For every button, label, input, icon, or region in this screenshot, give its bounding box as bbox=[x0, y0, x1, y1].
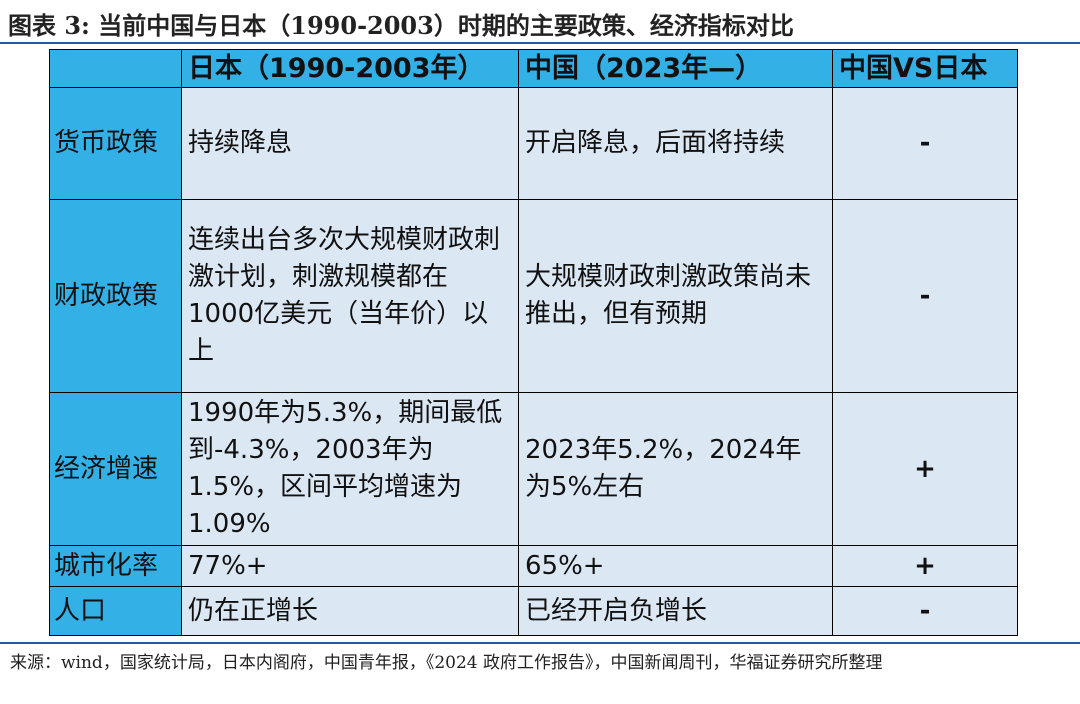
row-label: 人口 bbox=[49, 586, 182, 636]
china-cell: 2023年5.2%，2024年为5%左右 bbox=[518, 392, 833, 546]
table-row: 经济增速 1990年为5.3%，期间最低到-4.3%，2003年为1.5%，区间… bbox=[49, 392, 1018, 546]
compare-mark: - bbox=[832, 586, 1018, 636]
comparison-table: 日本（1990-2003年） 中国（2023年—） 中国VS日本 货币政策 持续… bbox=[49, 49, 1018, 636]
china-cell: 开启降息，后面将持续 bbox=[518, 87, 833, 200]
header-compare: 中国VS日本 bbox=[832, 49, 1018, 88]
compare-mark: - bbox=[832, 87, 1018, 200]
row-label: 经济增速 bbox=[49, 392, 182, 546]
row-label: 财政政策 bbox=[49, 199, 182, 393]
japan-cell: 1990年为5.3%，期间最低到-4.3%，2003年为1.5%，区间平均增速为… bbox=[181, 392, 519, 546]
source-rule bbox=[0, 642, 1080, 644]
row-label: 货币政策 bbox=[49, 87, 182, 200]
table-row: 城市化率 77%+ 65%+ + bbox=[49, 545, 1018, 587]
row-label: 城市化率 bbox=[49, 545, 182, 587]
table-row: 人口 仍在正增长 已经开启负增长 - bbox=[49, 586, 1018, 636]
japan-cell: 仍在正增长 bbox=[181, 586, 519, 636]
japan-cell: 77%+ bbox=[181, 545, 519, 587]
compare-mark: + bbox=[832, 545, 1018, 587]
table-row: 财政政策 连续出台多次大规模财政刺激计划，刺激规模都在1000亿美元（当年价）以… bbox=[49, 199, 1018, 393]
figure-title: 图表 3: 当前中国与日本（1990-2003）时期的主要政策、经济指标对比 bbox=[8, 11, 794, 40]
header-japan: 日本（1990-2003年） bbox=[181, 49, 519, 88]
header-cell-empty bbox=[49, 49, 182, 88]
japan-cell: 连续出台多次大规模财政刺激计划，刺激规模都在1000亿美元（当年价）以上 bbox=[181, 199, 519, 393]
china-cell: 65%+ bbox=[518, 545, 833, 587]
table-row: 货币政策 持续降息 开启降息，后面将持续 - bbox=[49, 87, 1018, 200]
japan-cell: 持续降息 bbox=[181, 87, 519, 200]
source-note: 来源：wind，国家统计局，日本内阁府，中国青年报，《2024 政府工作报告》，… bbox=[10, 653, 883, 673]
title-rule bbox=[0, 42, 1080, 44]
china-cell: 大规模财政刺激政策尚未推出，但有预期 bbox=[518, 199, 833, 393]
header-row: 日本（1990-2003年） 中国（2023年—） 中国VS日本 bbox=[49, 49, 1018, 88]
compare-mark: + bbox=[832, 392, 1018, 546]
header-china: 中国（2023年—） bbox=[518, 49, 833, 88]
compare-mark: - bbox=[832, 199, 1018, 393]
china-cell: 已经开启负增长 bbox=[518, 586, 833, 636]
